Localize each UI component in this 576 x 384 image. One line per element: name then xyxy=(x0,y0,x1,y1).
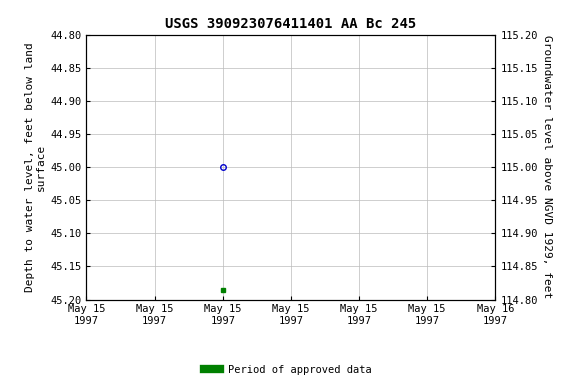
Y-axis label: Groundwater level above NGVD 1929, feet: Groundwater level above NGVD 1929, feet xyxy=(541,35,552,299)
Legend: Period of approved data: Period of approved data xyxy=(200,361,376,379)
Y-axis label: Depth to water level, feet below land
surface: Depth to water level, feet below land su… xyxy=(25,42,46,292)
Title: USGS 390923076411401 AA Bc 245: USGS 390923076411401 AA Bc 245 xyxy=(165,17,416,31)
